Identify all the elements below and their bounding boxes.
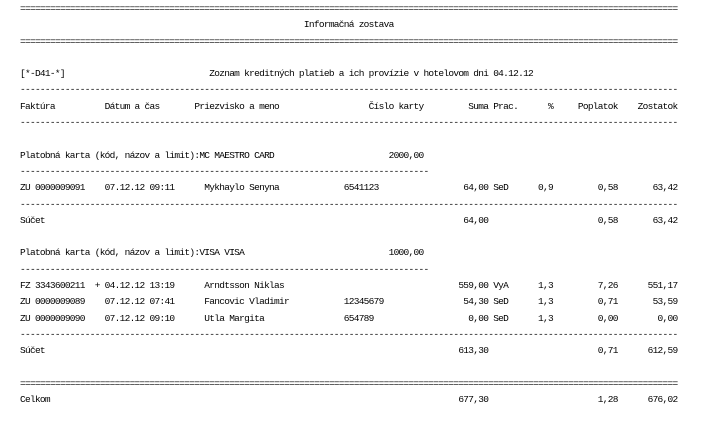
blank-line bbox=[20, 360, 677, 376]
column-header-row: Faktúra Dátum a čas Priezvisko a meno Čí… bbox=[20, 100, 678, 112]
separator-single: ----------------------------------------… bbox=[20, 198, 678, 210]
separator-short: ----------------------------------------… bbox=[20, 165, 429, 177]
separator-single: ----------------------------------------… bbox=[20, 117, 678, 129]
total-row: Celkom 677,30 1,28 676,02 bbox=[20, 394, 678, 406]
blank-line bbox=[20, 229, 677, 245]
report-subtitle-row: [*-D41-*] Zoznam kreditných platieb a ic… bbox=[20, 68, 678, 80]
separator-single: ----------------------------------------… bbox=[20, 328, 678, 340]
blank-line bbox=[20, 131, 677, 147]
subtotal-row: Súčet 613,30 0,71 612,59 bbox=[20, 345, 678, 357]
payment-row: ZU 0000009090 07.12.12 09:10 Utla Margit… bbox=[20, 312, 678, 324]
card-header-row: Platobná karta (kód, názov a limit):VISA… bbox=[20, 247, 678, 259]
separator-short: ----------------------------------------… bbox=[20, 263, 429, 275]
payment-row: FZ 3343600211 + 04.12.12 13:19 Arndtsson… bbox=[20, 280, 678, 292]
payment-row: ZU 0000009089 07.12.12 07:41 Fancovic Vl… bbox=[20, 296, 678, 308]
card-header-row: Platobná karta (kód, názov a limit):MC M… bbox=[20, 149, 678, 161]
blank-line bbox=[20, 50, 677, 66]
report: ========================================… bbox=[20, 1, 678, 408]
payment-row: ZU 0000009091 07.12.12 09:11 Mykhaylo Se… bbox=[20, 182, 678, 194]
separator-double: ========================================… bbox=[20, 3, 678, 14]
separator-single: ----------------------------------------… bbox=[20, 84, 678, 96]
subtotal-row: Súčet 64,00 0,58 63,42 bbox=[20, 214, 678, 226]
separator-double: ========================================… bbox=[20, 377, 678, 389]
report-title: Informačná zostava bbox=[20, 19, 678, 31]
separator-double: ========================================… bbox=[20, 35, 678, 47]
